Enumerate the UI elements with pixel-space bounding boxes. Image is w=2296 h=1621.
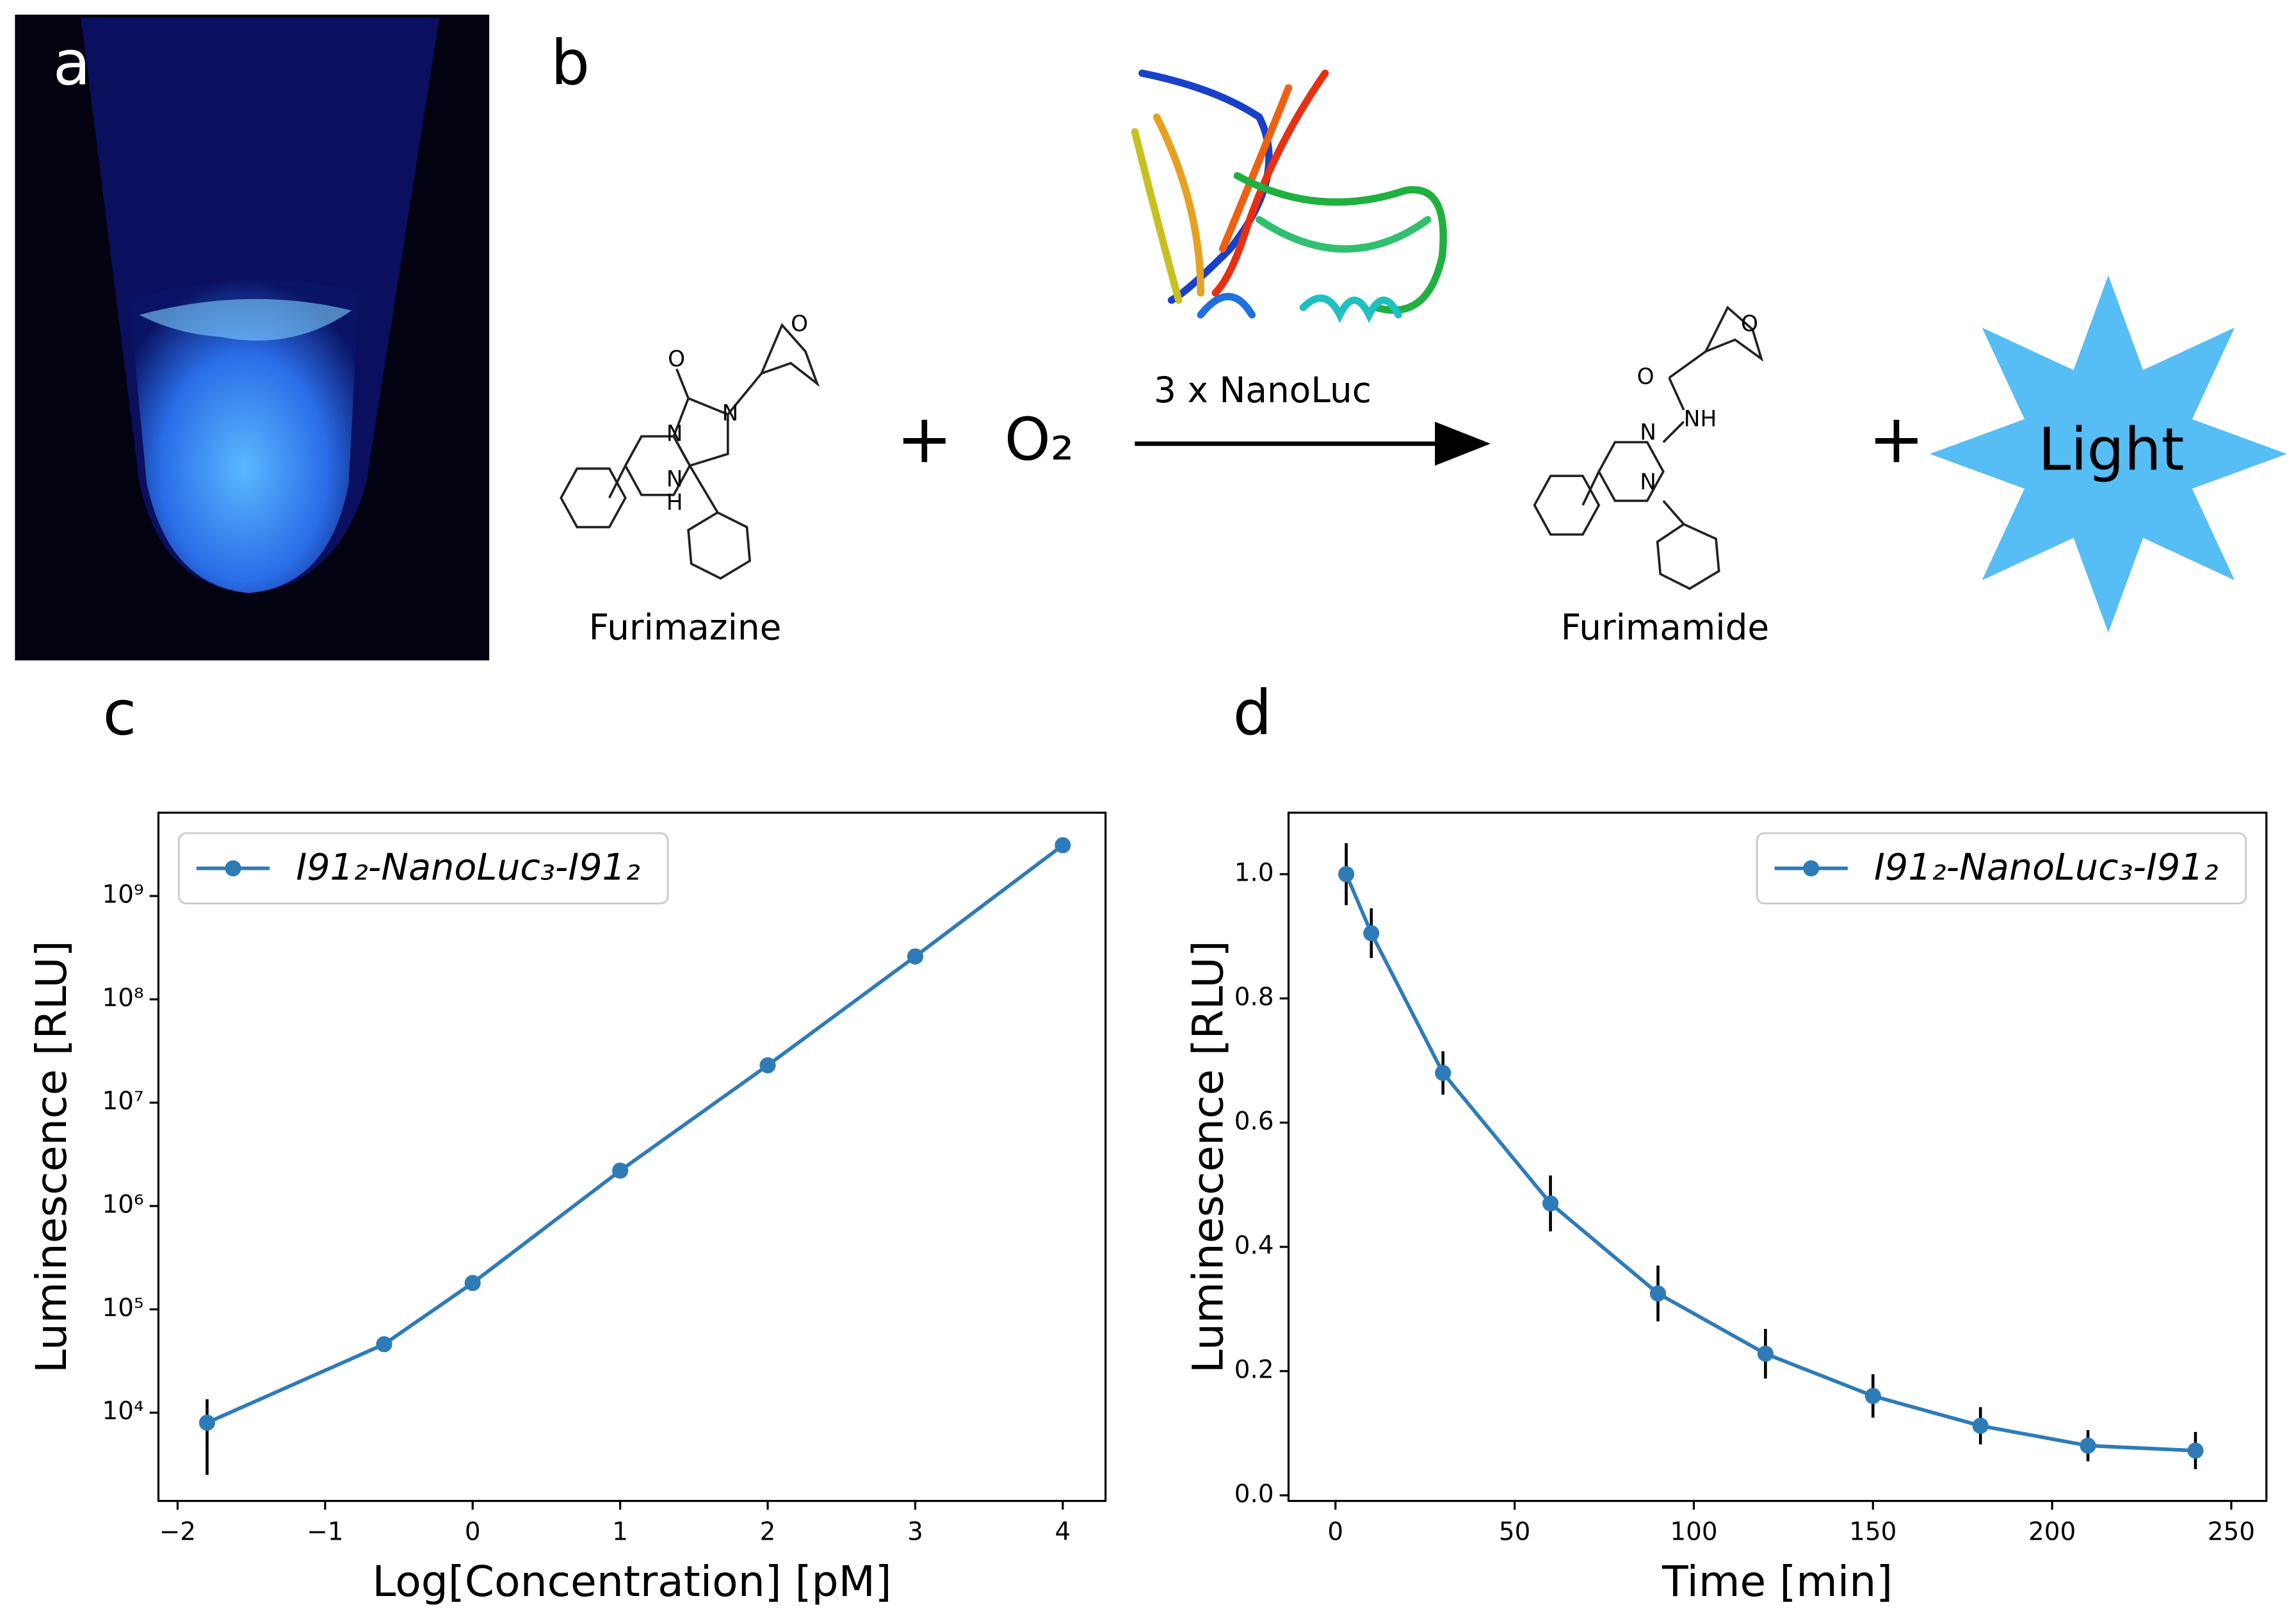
atom-label: N <box>1640 469 1656 495</box>
data-point <box>2187 1442 2204 1459</box>
y-axis-label: Luminescence [RLU] <box>26 940 76 1373</box>
plot-frame <box>157 811 1107 1503</box>
y-axis-label: Luminescence [RLU] <box>1183 940 1233 1373</box>
x-tick-label: 3 <box>907 1517 923 1546</box>
panel-label: d <box>1233 678 1272 749</box>
photo <box>15 14 490 661</box>
y-tick-label: 0.4 <box>1234 1231 1274 1260</box>
atom-label: N <box>667 421 683 447</box>
atom-label: N <box>1640 420 1656 445</box>
series-line <box>206 843 1064 1424</box>
x-axis-label: Time [min] <box>1661 1556 1893 1606</box>
x-axis-label: Log[Concentration] [pM] <box>372 1556 891 1606</box>
y-tick-label: 10⁵ <box>102 1294 144 1323</box>
x-tick-label: 150 <box>1849 1517 1896 1546</box>
data-point <box>1338 866 1355 883</box>
y-tick-label: 0.8 <box>1234 982 1274 1011</box>
plus-sign: + <box>896 400 953 478</box>
atom-label: O <box>1637 364 1654 389</box>
data-point <box>759 1057 776 1073</box>
compound-name: Furimamide <box>1561 607 1769 648</box>
atom-label: O <box>1741 311 1758 337</box>
data-point <box>1055 837 1071 854</box>
y-tick-label: 10⁶ <box>102 1191 144 1219</box>
legend: I91₂-NanoLuc₃-I91₂ <box>177 832 669 905</box>
x-tick-label: 0 <box>1327 1517 1343 1546</box>
y-tick-label: 1.0 <box>1234 858 1274 887</box>
panel-label: a <box>53 28 91 99</box>
data-point <box>198 1414 216 1431</box>
y-tick-label: 10⁷ <box>102 1087 144 1116</box>
atom-label: NH <box>1684 407 1717 432</box>
panel-label: c <box>103 678 137 749</box>
light-burst <box>1929 275 2287 633</box>
plus-sign: + <box>1868 400 1925 478</box>
series-line <box>1344 873 2196 1453</box>
data-point <box>1757 1346 1774 1362</box>
atom-label: O <box>668 346 685 372</box>
data-point <box>907 948 924 965</box>
furimamide-structure <box>1533 305 1764 591</box>
y-tick-label: 10⁹ <box>102 881 144 909</box>
data-point <box>1649 1285 1667 1302</box>
legend-marker <box>1803 860 1820 877</box>
data-point <box>2080 1437 2096 1454</box>
data-point <box>1542 1195 1559 1212</box>
data-point <box>1864 1388 1881 1405</box>
protein-structure <box>1131 69 1447 323</box>
data-point <box>1972 1417 1989 1434</box>
atom-label: H <box>667 490 683 516</box>
legend-box <box>1756 832 2247 905</box>
compound-name: Furimazine <box>589 607 782 648</box>
atom-label: N <box>667 466 683 492</box>
legend-label: I91₂-NanoLuc₃-I91₂ <box>1874 847 2218 889</box>
y-tick-label: 10⁴ <box>102 1397 144 1426</box>
x-tick-label: −2 <box>159 1517 196 1546</box>
y-tick-label: 0.2 <box>1234 1355 1274 1384</box>
x-tick-label: 4 <box>1055 1517 1071 1546</box>
panel-label: b <box>551 28 590 99</box>
oxygen: O₂ <box>1005 405 1074 474</box>
enzyme-label: 3 x NanoLuc <box>1154 370 1371 411</box>
x-tick-label: 2 <box>760 1517 776 1546</box>
furimazine-structure <box>560 323 820 580</box>
y-tick-label: 10⁸ <box>102 984 144 1013</box>
atom-label: N <box>722 401 739 427</box>
data-point <box>1435 1064 1451 1081</box>
x-tick-label: −1 <box>307 1517 343 1546</box>
data-point <box>612 1162 629 1179</box>
legend: I91₂-NanoLuc₃-I91₂ <box>1756 832 2247 905</box>
x-tick-label: 0 <box>465 1517 481 1546</box>
data-point <box>376 1336 392 1353</box>
legend-marker <box>225 860 241 877</box>
data-point <box>1363 925 1380 941</box>
x-tick-label: 100 <box>1670 1517 1717 1546</box>
legend-box <box>177 832 669 905</box>
reaction-arrow <box>1135 421 1491 466</box>
legend-label: I91₂-NanoLuc₃-I91₂ <box>296 847 640 889</box>
x-tick-label: 50 <box>1499 1517 1530 1546</box>
plot-frame <box>1287 811 2268 1503</box>
y-tick-label: 0.6 <box>1234 1107 1274 1136</box>
x-tick-label: 1 <box>612 1517 628 1546</box>
light-label: Light <box>2038 416 2184 484</box>
x-tick-label: 200 <box>2028 1517 2076 1546</box>
x-tick-label: 250 <box>2208 1517 2255 1546</box>
atom-label: O <box>791 311 808 337</box>
y-tick-label: 0.0 <box>1234 1479 1274 1508</box>
data-point <box>464 1275 481 1291</box>
